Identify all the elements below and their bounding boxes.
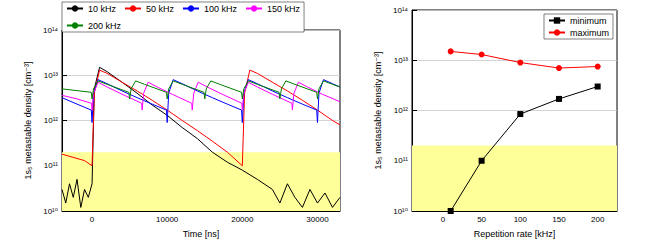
svg-text:10¹⁰: 10¹⁰ <box>393 207 408 216</box>
svg-text:200 kHz: 200 kHz <box>88 21 122 31</box>
svg-text:0: 0 <box>90 215 95 224</box>
svg-text:10¹⁴: 10¹⁴ <box>393 6 409 15</box>
svg-text:1s₅ metastable density [cm⁻³]: 1s₅ metastable density [cm⁻³] <box>373 52 383 170</box>
svg-text:10¹³: 10¹³ <box>394 56 409 65</box>
svg-text:10¹²: 10¹² <box>44 116 59 125</box>
svg-text:10000: 10000 <box>156 215 179 224</box>
svg-text:50 kHz: 50 kHz <box>146 4 175 14</box>
svg-text:Time [ns]: Time [ns] <box>183 229 220 239</box>
svg-text:150: 150 <box>552 215 566 224</box>
svg-text:Repetition rate [kHz]: Repetition rate [kHz] <box>474 229 556 239</box>
svg-text:150 kHz: 150 kHz <box>267 4 301 14</box>
svg-text:10¹¹: 10¹¹ <box>394 156 409 165</box>
svg-text:200: 200 <box>591 215 605 224</box>
svg-text:10 kHz: 10 kHz <box>88 4 117 14</box>
svg-text:10¹⁴: 10¹⁴ <box>43 26 59 35</box>
svg-text:20000: 20000 <box>231 215 254 224</box>
svg-text:minimum: minimum <box>570 16 607 26</box>
svg-text:50: 50 <box>477 215 486 224</box>
svg-text:100 kHz: 100 kHz <box>204 4 238 14</box>
svg-text:30000: 30000 <box>306 215 329 224</box>
svg-text:0: 0 <box>441 215 446 224</box>
svg-text:100: 100 <box>514 215 528 224</box>
svg-text:10¹⁰: 10¹⁰ <box>43 207 58 216</box>
svg-text:maximum: maximum <box>570 28 609 38</box>
svg-text:10¹²: 10¹² <box>394 106 409 115</box>
svg-text:1s₅ metastable density [cm⁻³]: 1s₅ metastable density [cm⁻³] <box>23 62 33 180</box>
svg-text:10¹³: 10¹³ <box>44 71 59 80</box>
svg-text:10¹¹: 10¹¹ <box>44 161 59 170</box>
